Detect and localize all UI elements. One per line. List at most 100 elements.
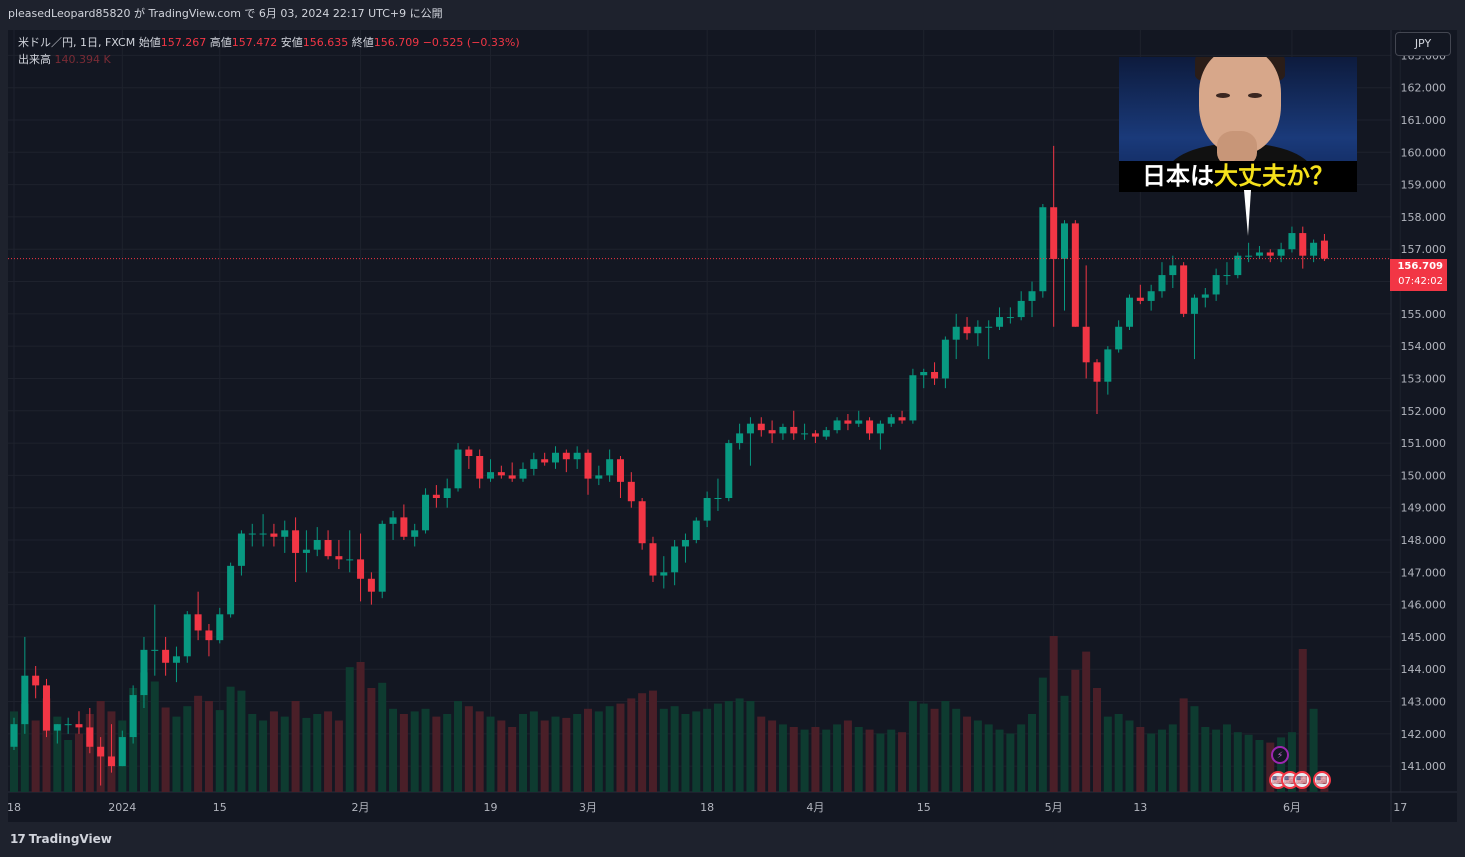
candle-body bbox=[876, 423, 884, 434]
time-tick-label: 17 bbox=[1393, 801, 1407, 814]
volume-bar bbox=[963, 716, 972, 792]
candle-body bbox=[53, 724, 61, 731]
volume-bar bbox=[789, 727, 798, 792]
candle-body bbox=[671, 546, 679, 573]
candle-body bbox=[107, 756, 115, 767]
candle-body bbox=[1071, 223, 1079, 327]
time-tick-label: 3月 bbox=[579, 801, 597, 814]
candle-body bbox=[660, 572, 668, 576]
volume-bar bbox=[713, 703, 722, 792]
price-tick-label: 161.000 bbox=[1401, 114, 1447, 127]
volume-bar bbox=[843, 720, 852, 792]
volume-bar bbox=[410, 711, 419, 792]
candle-body bbox=[1039, 207, 1047, 292]
time-tick-label: 4月 bbox=[806, 801, 824, 814]
volume-bar bbox=[919, 703, 928, 792]
low-value: 156.635 bbox=[302, 36, 349, 49]
candle-body bbox=[1006, 317, 1014, 319]
candle-body bbox=[844, 420, 852, 424]
candle-body bbox=[497, 472, 505, 476]
volume-bar bbox=[356, 662, 365, 792]
volume-bar bbox=[464, 706, 473, 792]
volume-bar bbox=[908, 701, 917, 792]
candlestick-chart[interactable]: 141.000 142.000 143.000 144.000 145.000 146.0… bbox=[8, 30, 1457, 822]
candle-body bbox=[118, 737, 126, 767]
volume-bar bbox=[204, 701, 213, 792]
volume-bar bbox=[280, 716, 289, 792]
tradingview-logo-icon: 17 bbox=[10, 832, 26, 846]
volume-bar bbox=[638, 693, 647, 792]
candle-body bbox=[346, 559, 354, 561]
last-price-tag: 156.709 07:42:02 bbox=[1390, 259, 1447, 291]
volume-bar bbox=[1136, 727, 1145, 792]
candle-body bbox=[400, 517, 408, 537]
candle-body bbox=[1017, 300, 1025, 318]
candle-body bbox=[985, 326, 993, 328]
volume-bar bbox=[486, 716, 495, 792]
candle-body bbox=[768, 430, 776, 434]
candle-body bbox=[389, 517, 397, 524]
volume-bar bbox=[605, 706, 614, 792]
candle-body bbox=[931, 372, 939, 379]
volume-bar bbox=[930, 708, 939, 792]
volume-bar bbox=[421, 708, 430, 792]
volume-bar bbox=[334, 720, 343, 792]
price-tick-label: 154.000 bbox=[1401, 340, 1447, 353]
candle-body bbox=[714, 498, 722, 499]
bolt-event-icon[interactable]: ⚡ bbox=[1271, 746, 1289, 764]
candle-body bbox=[1061, 223, 1069, 259]
volume-bar bbox=[1233, 732, 1242, 792]
candle-body bbox=[996, 317, 1004, 327]
volume-bar bbox=[399, 714, 408, 792]
volume-bar bbox=[573, 714, 582, 792]
time-tick-label: 15 bbox=[213, 801, 227, 814]
candle-body bbox=[151, 649, 159, 651]
volume-bar bbox=[454, 701, 463, 792]
candle-body bbox=[1093, 362, 1101, 382]
candle-body bbox=[1158, 275, 1166, 292]
tradingview-logo[interactable]: 17 TradingView bbox=[10, 832, 112, 846]
time-tick-label: 18 bbox=[8, 801, 21, 814]
candle-body bbox=[465, 449, 473, 456]
candle-body bbox=[746, 423, 754, 434]
volume-bar bbox=[1093, 688, 1101, 792]
candle-body bbox=[183, 614, 191, 657]
us-event-icon[interactable]: 🇺🇸 bbox=[1313, 771, 1331, 789]
candle-body bbox=[1028, 291, 1036, 301]
candle-body bbox=[1169, 265, 1177, 276]
candle-body bbox=[129, 695, 137, 738]
us-event-icon[interactable]: 🇺🇸 bbox=[1293, 771, 1311, 789]
candle-body bbox=[75, 724, 83, 728]
candle-body bbox=[140, 649, 148, 696]
time-tick-label: 2月 bbox=[352, 801, 370, 814]
candle-body bbox=[1180, 265, 1188, 314]
candle-body bbox=[801, 433, 809, 435]
candle-body bbox=[443, 488, 451, 498]
volume-bar bbox=[345, 667, 354, 792]
time-tick-label: 15 bbox=[917, 801, 931, 814]
candle-body bbox=[941, 339, 949, 379]
candle-body bbox=[194, 614, 202, 631]
candle-body bbox=[974, 326, 982, 334]
candle-body bbox=[1310, 242, 1318, 256]
volume-bar bbox=[1244, 734, 1253, 792]
currency-button[interactable]: JPY bbox=[1395, 32, 1451, 56]
volume-bar bbox=[64, 740, 73, 792]
volume-bar bbox=[1212, 729, 1221, 792]
candle-body bbox=[606, 459, 614, 476]
candle-body bbox=[378, 523, 386, 592]
volume-bar bbox=[432, 716, 441, 792]
candle-body bbox=[281, 530, 289, 537]
price-tick-label: 145.000 bbox=[1401, 631, 1447, 644]
open-value: 157.267 bbox=[160, 36, 207, 49]
volume-label[interactable]: 出来高 bbox=[18, 53, 51, 66]
symbol-label[interactable]: 米ドル／円, 1日, FXCM bbox=[18, 36, 136, 49]
price-tick-label: 146.000 bbox=[1401, 599, 1447, 612]
volume-bar bbox=[20, 703, 29, 792]
volume-bar bbox=[150, 681, 159, 792]
candle-body bbox=[736, 433, 744, 444]
candle-body bbox=[1115, 326, 1123, 350]
volume-bar bbox=[139, 672, 148, 792]
volume-bar bbox=[616, 703, 625, 792]
tradingview-logo-text: TradingView bbox=[28, 832, 112, 846]
